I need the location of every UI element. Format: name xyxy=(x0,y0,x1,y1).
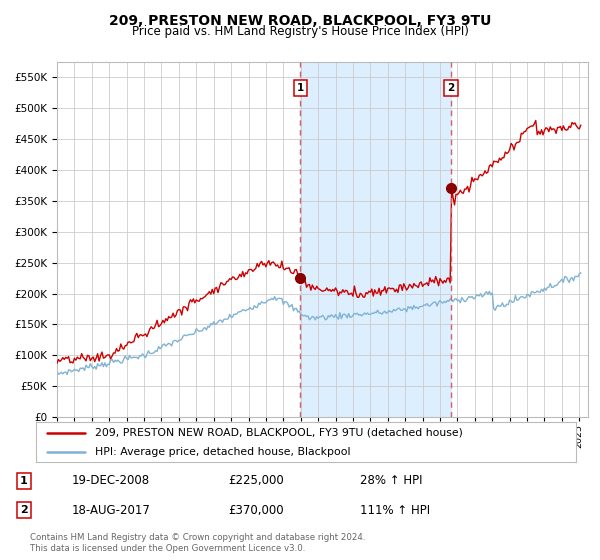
Text: Contains HM Land Registry data © Crown copyright and database right 2024.
This d: Contains HM Land Registry data © Crown c… xyxy=(30,533,365,553)
Text: 209, PRESTON NEW ROAD, BLACKPOOL, FY3 9TU (detached house): 209, PRESTON NEW ROAD, BLACKPOOL, FY3 9T… xyxy=(95,428,463,438)
Text: £370,000: £370,000 xyxy=(228,504,284,517)
Text: 18-AUG-2017: 18-AUG-2017 xyxy=(72,504,151,517)
Text: £225,000: £225,000 xyxy=(228,474,284,487)
Text: 209, PRESTON NEW ROAD, BLACKPOOL, FY3 9TU: 209, PRESTON NEW ROAD, BLACKPOOL, FY3 9T… xyxy=(109,14,491,28)
Text: 2: 2 xyxy=(448,83,455,94)
Text: 1: 1 xyxy=(20,476,28,486)
Text: 19-DEC-2008: 19-DEC-2008 xyxy=(72,474,150,487)
Text: 2: 2 xyxy=(20,505,28,515)
Text: Price paid vs. HM Land Registry's House Price Index (HPI): Price paid vs. HM Land Registry's House … xyxy=(131,25,469,38)
Text: HPI: Average price, detached house, Blackpool: HPI: Average price, detached house, Blac… xyxy=(95,446,351,456)
Text: 111% ↑ HPI: 111% ↑ HPI xyxy=(360,504,430,517)
Text: 1: 1 xyxy=(296,83,304,94)
Text: 28% ↑ HPI: 28% ↑ HPI xyxy=(360,474,422,487)
Bar xyxy=(300,62,451,417)
